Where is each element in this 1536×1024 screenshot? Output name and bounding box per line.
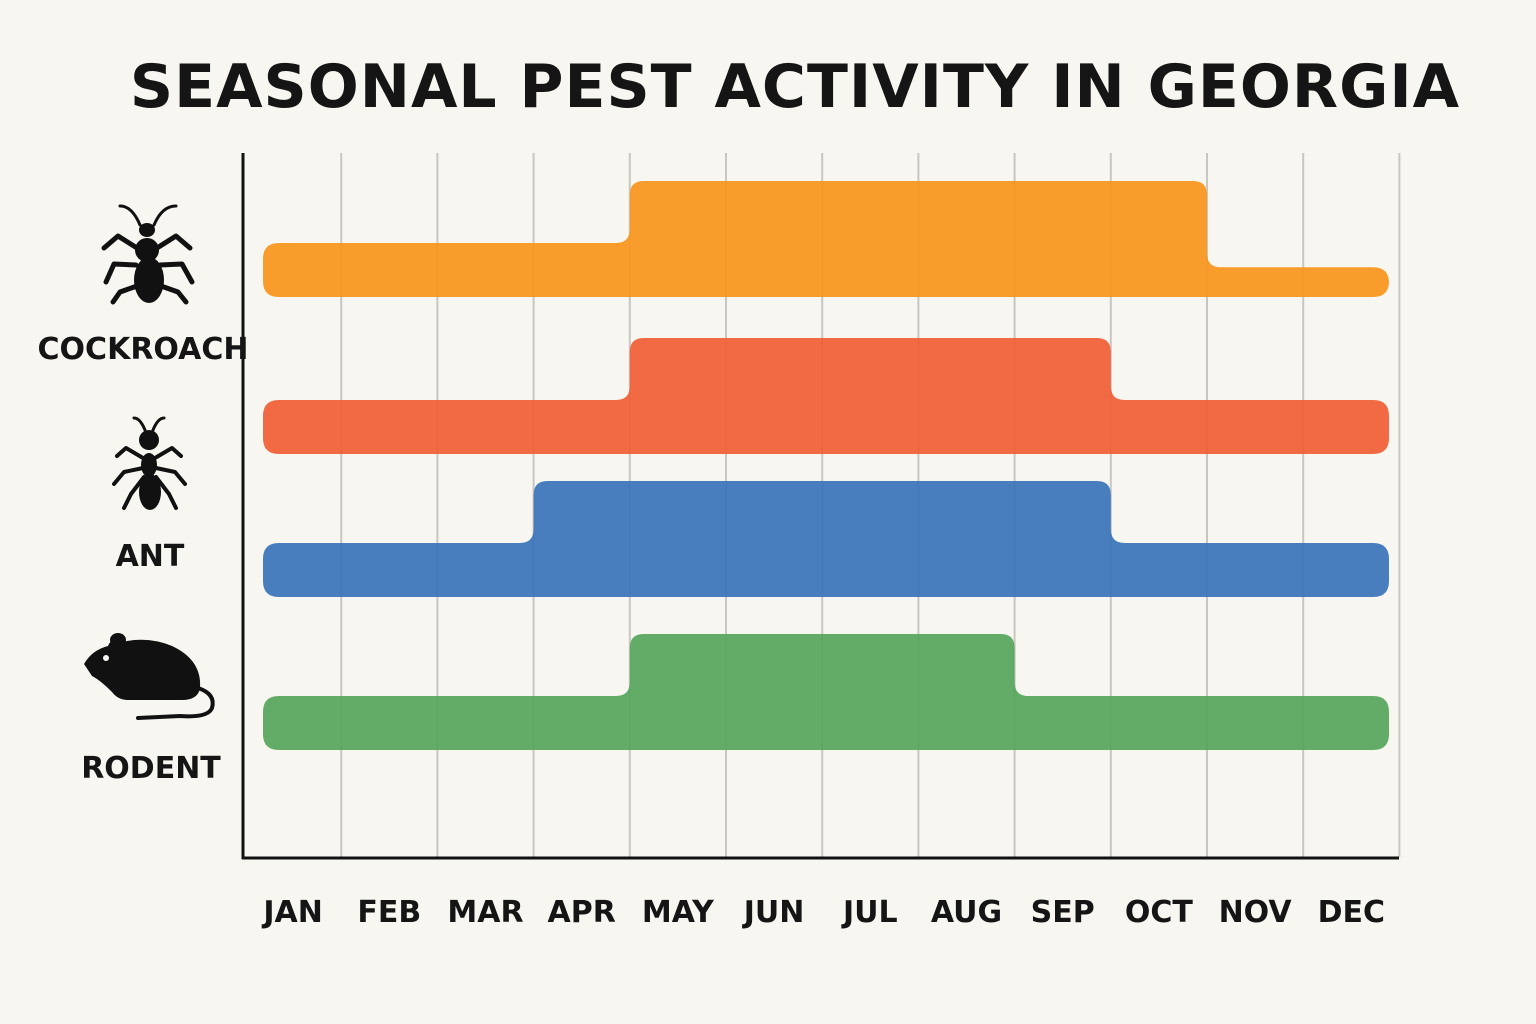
x-tick-label: JUN [742, 895, 805, 930]
x-tick-label: SEP [1031, 895, 1095, 930]
activity-band-3 [263, 634, 1389, 750]
activity-band-1 [263, 338, 1389, 454]
pest-label-cockroach: COCKROACH [38, 332, 249, 367]
ant-icon [112, 416, 187, 510]
x-tick-label: DEC [1318, 895, 1385, 930]
x-tick-label: OCT [1125, 895, 1194, 930]
axes [241, 153, 1399, 860]
activity-band-2 [263, 481, 1389, 597]
x-tick-label: NOV [1219, 895, 1293, 930]
rodent-icon [84, 633, 215, 720]
x-tick-label: APR [548, 895, 616, 930]
activity-band-0 [263, 181, 1389, 297]
x-tick-labels: JAN FEB MAR APR MAY JUN JUL AUG SEP OCT NOV DEC [261, 895, 1385, 930]
pest-label-rodent: RODENT [81, 751, 221, 786]
x-tick-label: JUL [841, 895, 898, 930]
chart-title: SEASONAL PEST ACTIVITY IN GEORGIA [129, 52, 1461, 122]
x-tick-label: AUG [931, 895, 1002, 930]
x-tick-label: MAR [447, 895, 523, 930]
x-tick-label: FEB [357, 895, 421, 930]
activity-bands [263, 181, 1389, 750]
x-tick-label: JAN [261, 895, 323, 930]
x-tick-label: MAY [642, 895, 715, 930]
pest-label-ant: ANT [116, 539, 185, 574]
cockroach-icon [101, 204, 195, 305]
